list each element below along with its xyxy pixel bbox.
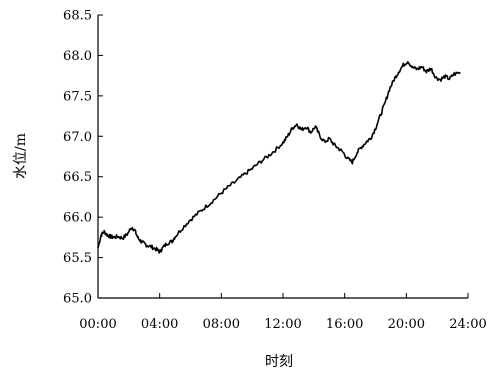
plot-area	[97, 61, 461, 254]
x-tick-label: 12:00	[264, 317, 301, 332]
x-tick-label: 00:00	[79, 317, 116, 332]
y-tick-label: 66.0	[63, 211, 92, 226]
y-tick-label: 65.5	[63, 251, 92, 266]
y-tick-label: 65.0	[63, 292, 92, 307]
water-level-series-line	[97, 61, 461, 254]
x-tick-label: 20:00	[388, 317, 425, 332]
y-tick-label: 67.0	[63, 130, 92, 145]
x-tick-label: 16:00	[326, 317, 363, 332]
y-tick-label: 66.5	[63, 170, 92, 185]
x-tick-label: 08:00	[203, 317, 240, 332]
y-axis-title: 水位/m	[13, 133, 29, 179]
y-tick-label: 67.5	[63, 89, 92, 104]
y-tick-label: 68.0	[63, 49, 92, 64]
axes	[97, 15, 468, 299]
y-axis-ticks: 65.0 65.5 66.0 66.5 67.0 67.5 68.0 68.5	[63, 9, 103, 307]
x-axis-title: 时刻	[265, 354, 293, 370]
x-tick-label: 04:00	[141, 317, 178, 332]
x-axis-ticks: 00:00 04:00 08:00 12:00 16:00 20:00 24:00	[79, 293, 487, 332]
y-tick-label: 68.5	[63, 9, 92, 24]
x-tick-label: 24:00	[449, 317, 486, 332]
